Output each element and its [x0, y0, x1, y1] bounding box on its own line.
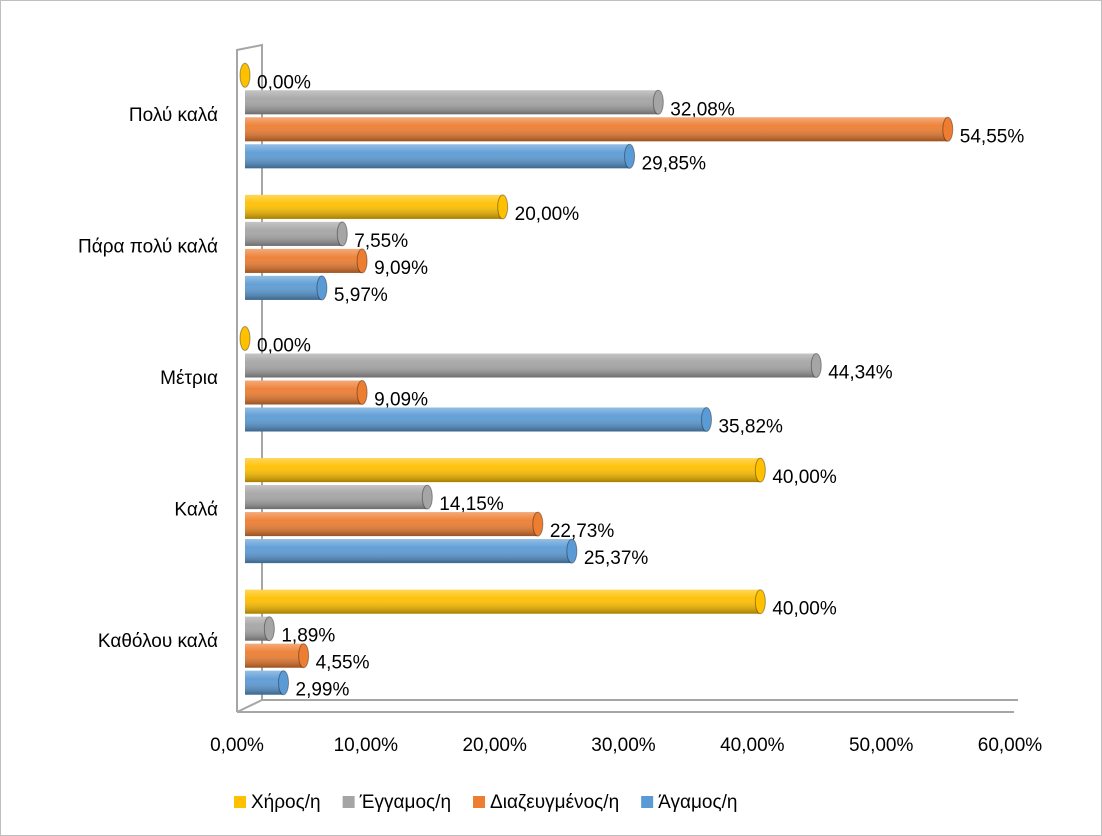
- x-tick-label: 20,00%: [462, 735, 527, 756]
- bar-shade: [245, 643, 304, 668]
- x-tick-label: 30,00%: [591, 735, 656, 756]
- data-label: 35,82%: [718, 417, 783, 438]
- legend-swatch: [641, 796, 654, 808]
- bar-cap: [356, 380, 368, 405]
- bar-cap: [239, 62, 251, 88]
- legend-swatch: [234, 796, 246, 808]
- x-tick-label: 40,00%: [720, 735, 785, 756]
- data-label: 22,73%: [550, 521, 615, 542]
- category-label: Καθόλου καλά: [98, 631, 218, 652]
- bar-cap: [356, 248, 368, 274]
- bar-shade: [245, 512, 538, 537]
- legend-label: Άγαμος/η: [658, 792, 737, 813]
- data-label: 25,37%: [584, 548, 649, 569]
- category-label: Πολύ καλά: [129, 105, 218, 126]
- axis-wall: [236, 43, 1018, 712]
- data-label: 0,00%: [257, 336, 311, 357]
- category-label: Πάρα πολύ καλά: [78, 236, 218, 257]
- bar-cap: [754, 589, 766, 615]
- bar-shade: [245, 353, 817, 378]
- bar-cap: [497, 194, 509, 220]
- bar-cap: [566, 538, 578, 564]
- bar-shade: [245, 485, 428, 510]
- data-label: 29,85%: [642, 153, 707, 174]
- data-label: 5,97%: [334, 285, 388, 306]
- bar-shade: [245, 90, 659, 115]
- legend-swatch: [342, 796, 355, 808]
- bar-shade: [245, 117, 948, 142]
- category-label: Καλά: [174, 500, 218, 521]
- bar-shade: [245, 589, 761, 614]
- bar-cap: [336, 221, 348, 247]
- bar-cap: [700, 407, 712, 432]
- bar-shade: [245, 380, 363, 405]
- bar-shade: [245, 407, 707, 432]
- x-tick-label: 60,00%: [978, 735, 1043, 756]
- bar-cap: [263, 616, 275, 642]
- bar-cap: [754, 457, 766, 483]
- data-label: 2,99%: [296, 680, 350, 701]
- data-label: 40,00%: [772, 467, 837, 488]
- legend-label: Χήρος/η: [251, 792, 321, 813]
- data-label: 0,00%: [257, 72, 311, 93]
- data-label: 7,55%: [354, 231, 408, 252]
- bar-cap: [239, 326, 251, 351]
- x-tick-label: 50,00%: [849, 735, 914, 756]
- data-label: 4,55%: [316, 653, 370, 674]
- data-label: 32,08%: [670, 99, 735, 120]
- data-label: 9,09%: [374, 258, 428, 279]
- data-label: 14,15%: [439, 494, 504, 515]
- bar-cap: [298, 643, 310, 669]
- bar-shade: [245, 458, 761, 483]
- bar-cap: [942, 116, 954, 142]
- bar-shade: [245, 248, 363, 273]
- data-label: 9,09%: [374, 390, 428, 411]
- x-tick-label: 10,00%: [334, 735, 399, 756]
- bar-cap: [421, 484, 433, 510]
- data-label: 1,89%: [281, 626, 335, 647]
- data-label: 20,00%: [515, 204, 580, 225]
- bar-cap: [652, 89, 664, 115]
- data-label: 40,00%: [772, 599, 837, 620]
- category-label: Μέτρια: [160, 368, 218, 389]
- bar-cap: [624, 143, 636, 169]
- data-label: 44,34%: [828, 363, 893, 384]
- legend-swatch: [473, 796, 486, 808]
- bar-shade: [245, 670, 284, 695]
- legend-label: Έγγαμος/η: [359, 792, 451, 813]
- bar-shade: [245, 539, 572, 564]
- bar-cap: [532, 511, 544, 537]
- bar-shade: [245, 221, 343, 246]
- bar-shade: [245, 144, 630, 169]
- x-tick-label: 0,00%: [210, 735, 264, 756]
- bar-shade: [245, 275, 322, 300]
- legend-label: Διαζευγμένος/η: [490, 792, 619, 813]
- axis-wall-edge: [236, 699, 263, 713]
- bar-cap: [316, 275, 328, 301]
- bar-cap: [810, 353, 822, 378]
- bar-shade: [245, 194, 503, 219]
- data-label: 54,55%: [960, 126, 1025, 147]
- bar-cap: [278, 670, 290, 696]
